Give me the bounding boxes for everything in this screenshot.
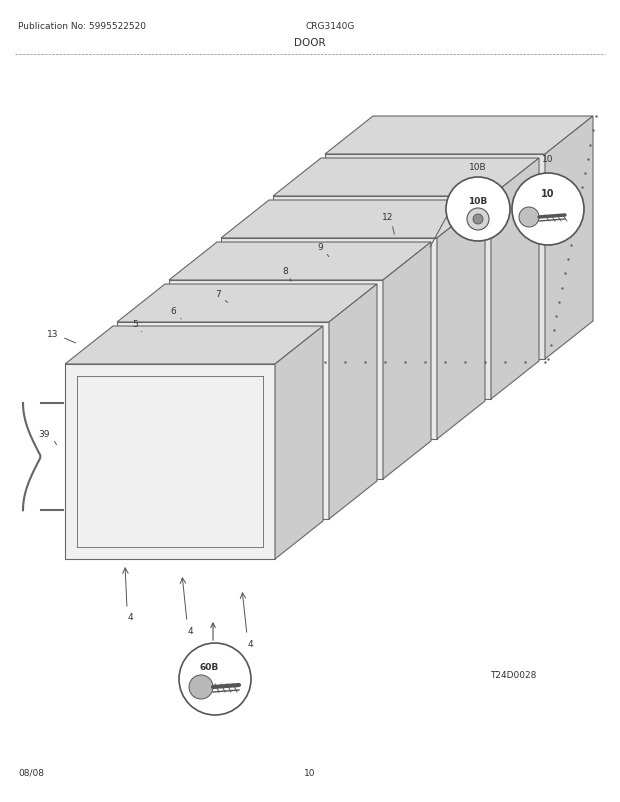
Text: 4: 4 bbox=[247, 640, 253, 649]
Text: T24D0028: T24D0028 bbox=[490, 670, 536, 679]
Text: CRG3140G: CRG3140G bbox=[305, 22, 355, 31]
Circle shape bbox=[473, 215, 483, 225]
Text: eReplacementParts.com: eReplacementParts.com bbox=[232, 444, 368, 455]
Polygon shape bbox=[169, 243, 431, 281]
Text: 9: 9 bbox=[317, 243, 323, 252]
Text: 7: 7 bbox=[215, 290, 221, 299]
Polygon shape bbox=[325, 155, 545, 359]
Polygon shape bbox=[491, 159, 539, 399]
Polygon shape bbox=[117, 285, 377, 322]
Polygon shape bbox=[117, 322, 329, 520]
Circle shape bbox=[179, 643, 251, 715]
Polygon shape bbox=[383, 243, 431, 480]
Text: 60B: 60B bbox=[200, 662, 219, 671]
Polygon shape bbox=[275, 326, 323, 559]
Polygon shape bbox=[329, 285, 377, 520]
Polygon shape bbox=[65, 326, 323, 365]
Polygon shape bbox=[545, 117, 593, 359]
Text: 39: 39 bbox=[38, 430, 50, 439]
Text: Publication No: 5995522520: Publication No: 5995522520 bbox=[18, 22, 146, 31]
Circle shape bbox=[512, 174, 584, 245]
Circle shape bbox=[189, 675, 213, 699]
Text: 10: 10 bbox=[541, 188, 555, 199]
Text: 13: 13 bbox=[47, 330, 59, 339]
Polygon shape bbox=[273, 159, 539, 196]
Polygon shape bbox=[169, 281, 383, 480]
Text: 10: 10 bbox=[542, 156, 554, 164]
Polygon shape bbox=[325, 117, 593, 155]
Text: 08/08: 08/08 bbox=[18, 768, 44, 777]
Polygon shape bbox=[221, 200, 485, 239]
Text: 5: 5 bbox=[132, 320, 138, 329]
Text: 4: 4 bbox=[187, 626, 193, 636]
Text: 10B: 10B bbox=[468, 197, 487, 206]
Circle shape bbox=[519, 208, 539, 228]
Text: 4: 4 bbox=[127, 613, 133, 622]
Polygon shape bbox=[437, 200, 485, 439]
Text: 10B: 10B bbox=[469, 164, 487, 172]
Text: 10: 10 bbox=[304, 768, 316, 777]
Text: 6: 6 bbox=[170, 307, 176, 316]
Polygon shape bbox=[273, 196, 491, 399]
Text: 12: 12 bbox=[383, 213, 394, 222]
Text: 8: 8 bbox=[282, 267, 288, 276]
Text: DOOR: DOOR bbox=[294, 38, 326, 48]
Circle shape bbox=[446, 178, 510, 241]
Polygon shape bbox=[65, 365, 275, 559]
Circle shape bbox=[467, 209, 489, 231]
Polygon shape bbox=[221, 239, 437, 439]
